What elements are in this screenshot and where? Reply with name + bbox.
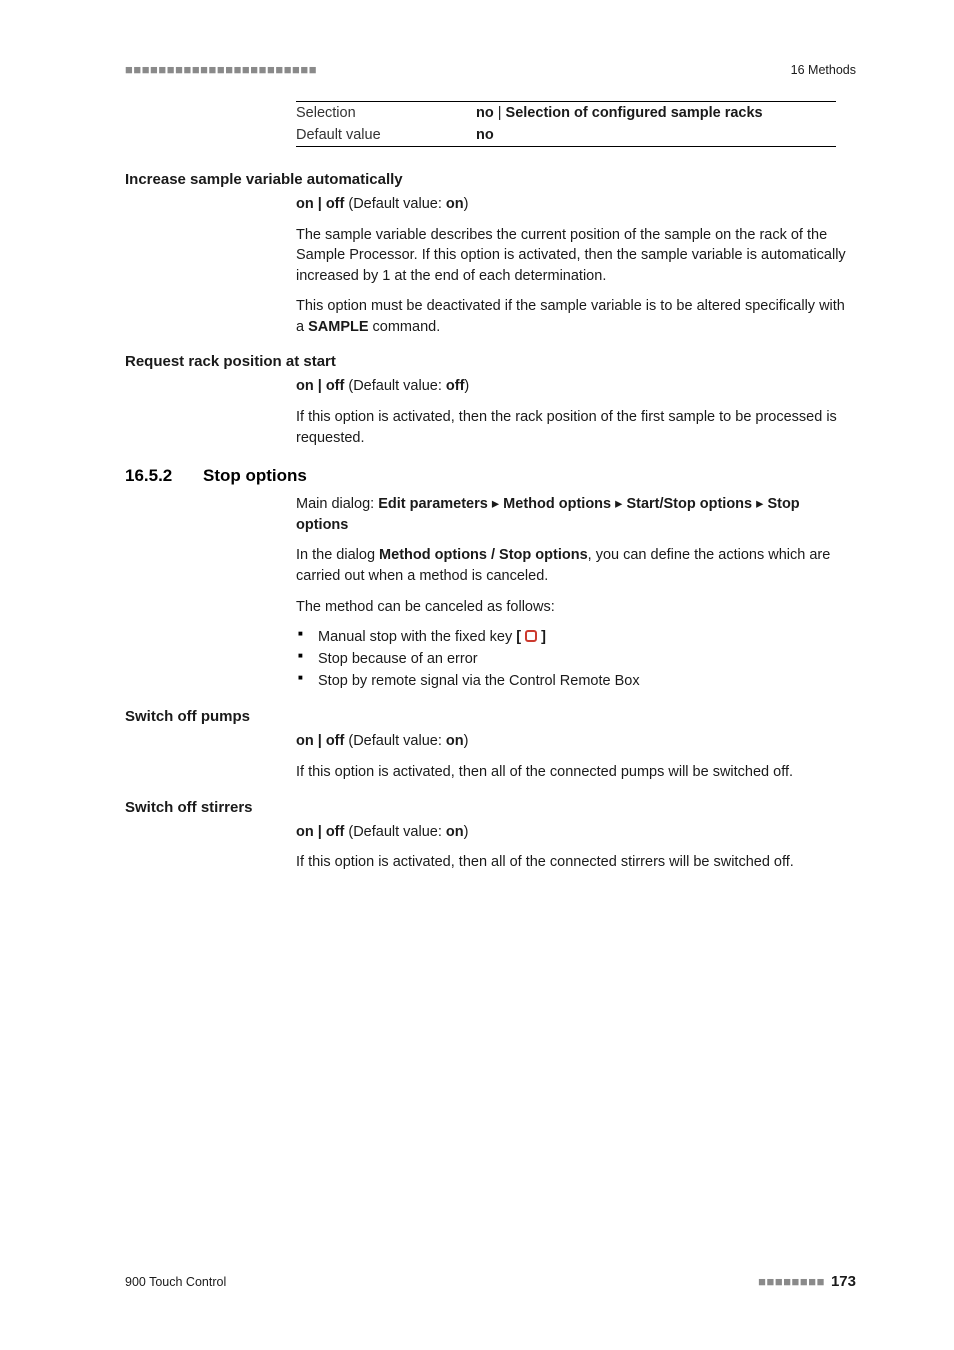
- pumps-p1: If this option is activated, then all of…: [296, 762, 856, 783]
- stop-icon: [525, 630, 537, 642]
- onoff-post: ): [464, 733, 469, 749]
- switch-off-stirrers-block: on | off (Default value: on) If this opt…: [296, 822, 856, 873]
- stop-p2: In the dialog Method options / Stop opti…: [296, 545, 856, 586]
- footer-right: ■■■■■■■■ 173: [758, 1273, 856, 1290]
- switch-off-stirrers-heading: Switch off stirrers: [125, 799, 856, 816]
- request-rack-heading: Request rack position at start: [125, 353, 856, 370]
- page-content: ■■■■■■■■■■■■■■■■■■■■■■■ 16 Methods Selec…: [0, 0, 954, 873]
- increase-sample-block: on | off (Default value: on) The sample …: [296, 194, 856, 337]
- request-rack-block: on | off (Default value: off) If this op…: [296, 376, 856, 448]
- onoff-mid: (Default value:: [344, 733, 446, 749]
- header-dots-icon: ■■■■■■■■■■■■■■■■■■■■■■■: [125, 62, 317, 77]
- onoff-post: ): [464, 378, 469, 394]
- list-item: Stop by remote signal via the Control Re…: [296, 671, 856, 693]
- default-value-bold: no: [476, 127, 494, 143]
- footer-dots-icon: ■■■■■■■■: [758, 1274, 825, 1289]
- onoff-mid: (Default value:: [344, 824, 446, 840]
- breadcrumb-sep: ▸: [488, 496, 503, 512]
- page-header: ■■■■■■■■■■■■■■■■■■■■■■■ 16 Methods: [125, 62, 856, 77]
- increase-p2c: command.: [369, 319, 441, 335]
- switch-off-pumps-heading: Switch off pumps: [125, 708, 856, 725]
- onoff-mid: (Default value:: [344, 196, 446, 212]
- section-number: 16.5.2: [125, 466, 203, 486]
- onoff-default: on: [446, 196, 464, 212]
- page-footer: 900 Touch Control ■■■■■■■■ 173: [125, 1273, 856, 1290]
- selection-table: Selection no | Selection of configured s…: [296, 101, 836, 147]
- selection-value: no | Selection of configured sample rack…: [476, 105, 836, 121]
- section-title: Stop options: [203, 466, 307, 485]
- increase-sample-heading: Increase sample variable automatically: [125, 171, 856, 188]
- request-onoff: on | off (Default value: off): [296, 376, 856, 397]
- default-value-value: no: [476, 127, 836, 143]
- footer-product: 900 Touch Control: [125, 1275, 226, 1289]
- breadcrumb-startstop: Start/Stop options: [626, 496, 752, 512]
- onoff-default: on: [446, 733, 464, 749]
- bracket-right: ]: [537, 629, 546, 645]
- stop-p3: The method can be canceled as follows:: [296, 597, 856, 618]
- page-number: 173: [831, 1273, 856, 1290]
- stop-bullet-list: Manual stop with the fixed key [ ] Stop …: [296, 627, 856, 692]
- onoff-post: ): [464, 196, 469, 212]
- switch-off-pumps-block: on | off (Default value: on) If this opt…: [296, 731, 856, 782]
- list-item: Manual stop with the fixed key [ ]: [296, 627, 856, 649]
- stop-p2a: In the dialog: [296, 547, 379, 563]
- sample-command: SAMPLE: [308, 319, 368, 335]
- selection-value-sep: |: [494, 105, 506, 121]
- increase-onoff: on | off (Default value: on): [296, 194, 856, 215]
- selection-label: Selection: [296, 105, 476, 121]
- onoff-default: off: [446, 378, 465, 394]
- onoff-mid: (Default value:: [344, 378, 446, 394]
- onoff-options: on | off: [296, 196, 344, 212]
- default-value-label: Default value: [296, 127, 476, 143]
- breadcrumb-sep: ▸: [611, 496, 626, 512]
- main-dialog-label: Main dialog:: [296, 496, 378, 512]
- stop-dialog-name: Method options / Stop options: [379, 547, 588, 563]
- stirrers-p1: If this option is activated, then all of…: [296, 852, 856, 873]
- stop-main-dialog: Main dialog: Edit parameters ▸ Method op…: [296, 494, 856, 535]
- breadcrumb-sep: ▸: [752, 496, 767, 512]
- list-item: Stop because of an error: [296, 649, 856, 671]
- onoff-default: on: [446, 824, 464, 840]
- increase-p2: This option must be deactivated if the s…: [296, 296, 856, 337]
- increase-p1: The sample variable describes the curren…: [296, 225, 856, 287]
- bullet1-text: Manual stop with the fixed key: [318, 629, 516, 645]
- table-row: Default value no: [296, 124, 836, 146]
- request-p1: If this option is activated, then the ra…: [296, 407, 856, 448]
- stop-options-block: Main dialog: Edit parameters ▸ Method op…: [296, 494, 856, 692]
- onoff-options: on | off: [296, 733, 344, 749]
- breadcrumb-method-options: Method options: [503, 496, 611, 512]
- header-chapter-label: 16 Methods: [791, 63, 856, 77]
- onoff-options: on | off: [296, 378, 344, 394]
- onoff-options: on | off: [296, 824, 344, 840]
- selection-value-no: no: [476, 105, 494, 121]
- bracket-left: [: [516, 629, 525, 645]
- selection-value-rest: Selection of configured sample racks: [506, 105, 763, 121]
- onoff-post: ): [464, 824, 469, 840]
- pumps-onoff: on | off (Default value: on): [296, 731, 856, 752]
- breadcrumb-edit-parameters: Edit parameters: [378, 496, 488, 512]
- stop-options-section-heading: 16.5.2Stop options: [125, 466, 856, 486]
- table-row: Selection no | Selection of configured s…: [296, 102, 836, 124]
- stirrers-onoff: on | off (Default value: on): [296, 822, 856, 843]
